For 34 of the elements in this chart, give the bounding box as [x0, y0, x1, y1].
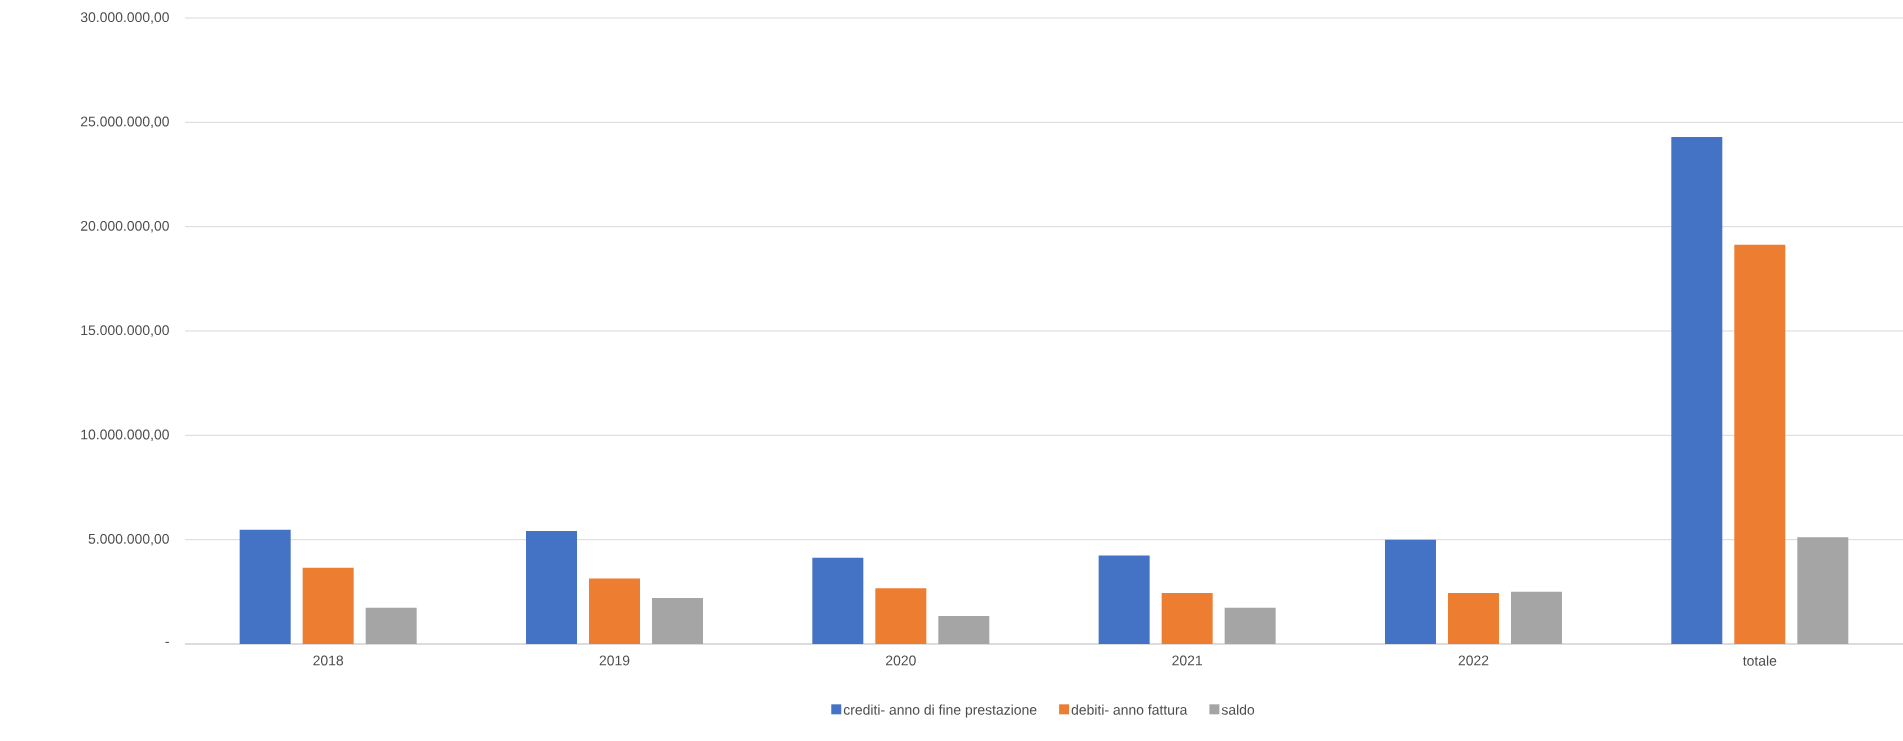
bar [1384, 539, 1436, 644]
bar [875, 588, 927, 644]
legend-label: crediti- anno di fine prestazione [843, 704, 1037, 718]
bar [1797, 537, 1849, 644]
x-tick-label: 2019 [599, 655, 630, 666]
bar [1098, 555, 1150, 644]
bar [1510, 591, 1562, 644]
bar [1224, 607, 1276, 644]
bar [525, 531, 577, 644]
y-tick-label: 25.000.000,00 [80, 116, 169, 129]
y-tick-label: 5.000.000,00 [88, 533, 169, 546]
y-tick-label: - [165, 641, 169, 643]
bar [239, 529, 291, 644]
bar [812, 557, 864, 644]
y-tick-label: 15.000.000,00 [81, 325, 169, 337]
y-tick-label: 10.000.000,00 [81, 429, 169, 442]
bar [1161, 593, 1213, 644]
bar [1447, 593, 1499, 644]
bar [1671, 136, 1723, 644]
x-tick-label: totale [1742, 655, 1777, 666]
y-tick-label: 30.000.000,00 [80, 12, 169, 24]
bar [302, 567, 354, 644]
x-tick-label: 2020 [886, 655, 916, 666]
bar [365, 607, 417, 644]
x-tick-label: 2022 [1458, 655, 1489, 666]
legend-label: saldo [1221, 704, 1255, 715]
x-tick-label: 2021 [1172, 655, 1202, 666]
bar [651, 597, 703, 644]
bar [938, 616, 990, 644]
bar [588, 578, 640, 644]
bar [1734, 244, 1786, 644]
y-tick-label: 20.000.000,00 [80, 220, 169, 233]
x-tick-label: 2018 [313, 655, 344, 666]
legend-label: debiti- anno fattura [1071, 704, 1188, 715]
